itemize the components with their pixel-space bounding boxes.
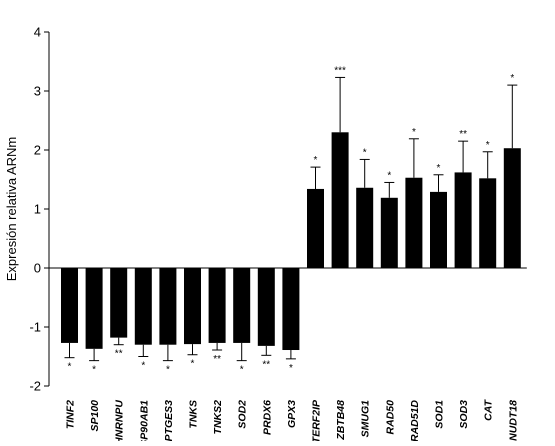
y-tick-label: -1 [29, 320, 41, 335]
bar-sod3 [454, 172, 472, 268]
category-label-sod1: SOD1 [434, 400, 446, 429]
significance-gpx3: * [289, 363, 293, 374]
category-label-tinf2: TINF2 [65, 400, 77, 429]
bar-prdx6 [257, 268, 275, 346]
significance-tnks: * [191, 359, 195, 370]
significance-terf2ip: * [314, 155, 318, 166]
category-label-hnrnpu: HNRNPU [114, 400, 126, 441]
bar-smug1 [356, 187, 374, 268]
significance-tinf2: * [68, 362, 72, 373]
bar-gpx3 [282, 268, 300, 351]
bar-rad51d [405, 177, 423, 268]
bar-sp100 [85, 268, 103, 349]
significance-rad51d: * [412, 127, 416, 138]
category-label-tnks2: TNKS2 [212, 400, 224, 435]
significance-nudt18: * [510, 73, 514, 84]
bar-hnrnpu [110, 268, 128, 338]
y-tick-label: 3 [34, 84, 41, 99]
category-label-nudt18: NUDT18 [507, 400, 519, 441]
y-tick-label: 2 [34, 143, 41, 158]
significance-ptges3: * [166, 365, 170, 376]
significance-sod1: * [437, 163, 441, 174]
category-label-hsp90ab1: HSP90AB1 [138, 400, 150, 441]
bar-nudt18 [503, 148, 521, 268]
significance-sod2: * [240, 365, 244, 376]
category-label-tnks: TNKS [188, 400, 200, 429]
y-tick-label: 1 [34, 202, 41, 217]
bar-sod2 [233, 268, 251, 343]
y-tick-label: 0 [34, 261, 41, 276]
significance-sp100: * [92, 365, 96, 376]
bar-hsp90ab1 [134, 268, 152, 345]
bar-tnks2 [208, 268, 226, 343]
significance-cat: * [486, 140, 490, 151]
bar-zbtb48 [331, 132, 349, 268]
category-label-smug1: SMUG1 [360, 400, 372, 438]
significance-zbtb48: *** [334, 65, 346, 76]
category-label-zbtb48: ZBTB48 [335, 400, 347, 441]
significance-rad50: * [387, 170, 391, 181]
bar-tnks [184, 268, 201, 345]
category-label-ptges3: PTGES3 [163, 400, 175, 441]
y-tick-label: 4 [34, 25, 41, 40]
category-label-prdx6: PRDX6 [261, 400, 273, 435]
bar-sod1 [430, 191, 447, 268]
significance-sod3: ** [459, 129, 467, 140]
significance-prdx6: ** [262, 359, 270, 370]
significance-hnrnpu: ** [115, 349, 123, 360]
bar-rad50 [380, 197, 398, 268]
category-label-rad50: RAD50 [384, 400, 396, 435]
significance-tnks2: ** [213, 354, 221, 365]
category-label-terf2ip: TERF2IP [311, 399, 323, 441]
bar-terf2ip [307, 188, 324, 268]
category-label-gpx3: GPX3 [286, 400, 298, 428]
y-tick-label: -2 [29, 379, 41, 394]
bar-cat [479, 178, 497, 268]
y-axis-title: Expresión relativa ARNm [4, 137, 19, 282]
category-label-sod3: SOD3 [458, 400, 470, 429]
category-label-cat: CAT [483, 398, 495, 420]
category-label-sp100: SP100 [89, 400, 101, 432]
significance-smug1: * [363, 147, 367, 158]
category-label-sod2: SOD2 [237, 400, 249, 429]
bar-tinf2 [61, 268, 78, 343]
bar-ptges3 [159, 268, 177, 345]
category-label-rad51d: RAD51D [409, 400, 421, 441]
significance-hsp90ab1: * [141, 361, 145, 372]
